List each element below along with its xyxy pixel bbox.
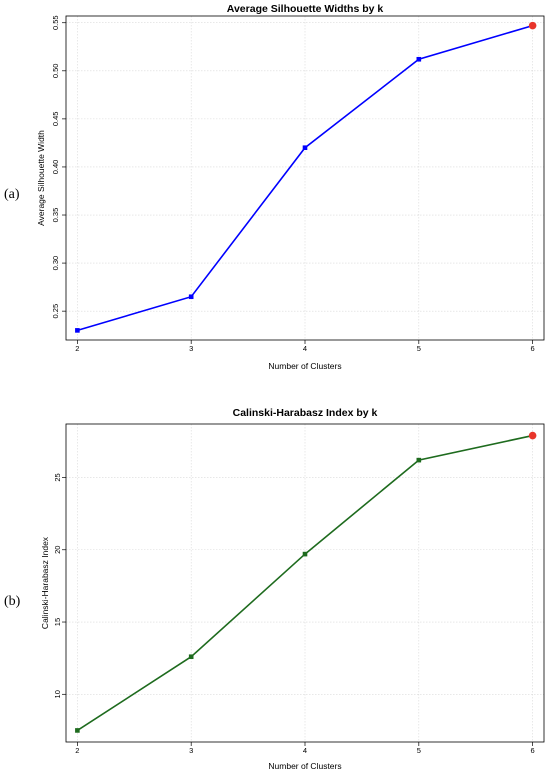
data-point: [188, 654, 194, 660]
y-tick-label: 15: [53, 618, 62, 626]
x-axis-label: Number of Clusters: [268, 761, 341, 771]
data-point: [302, 145, 308, 151]
y-tick-label: 0.30: [51, 256, 60, 271]
x-tick-label: 6: [531, 746, 535, 755]
data-point: [75, 728, 80, 733]
x-tick-label: 3: [189, 344, 193, 353]
chart-panel-b: 2 3 4 5 6 10 15 20 25 Calinski-Harabasz Index by …: [4, 407, 545, 771]
data-point: [188, 294, 194, 300]
chart-title: Calinski-Harabasz Index by k: [233, 407, 378, 419]
x-axis-label: Number of Clusters: [268, 361, 341, 371]
y-axis-label: Calinski-Harabasz Index: [40, 536, 50, 629]
x-tick-label: 3: [189, 746, 193, 755]
y-tick-label: 20: [53, 546, 62, 554]
y-tick-label: 0.25: [51, 304, 60, 319]
x-tick-label: 5: [417, 746, 421, 755]
panel-label: (b): [4, 594, 21, 609]
y-axis-label: Average Silhouette Width: [36, 130, 46, 226]
y-tick-label: 0.35: [51, 208, 60, 223]
x-tick-label: 5: [417, 344, 421, 353]
data-point: [416, 56, 422, 62]
y-tick-label: 0.50: [51, 63, 60, 78]
y-tick-label: 25: [53, 473, 62, 481]
y-tick-label: 0.55: [51, 15, 60, 30]
chart-title: Average Silhouette Widths by k: [227, 3, 384, 15]
x-tick-label: 2: [75, 746, 79, 755]
y-tick-label: 0.45: [51, 112, 60, 127]
y-tick-label: 0.40: [51, 160, 60, 175]
y-tick-label: 10: [53, 690, 62, 698]
x-tick-label: 4: [303, 344, 307, 353]
x-tick-label: 4: [303, 746, 307, 755]
data-point: [75, 328, 80, 333]
best-k-marker: [528, 21, 537, 30]
data-point: [416, 457, 422, 463]
best-k-marker: [528, 431, 537, 440]
x-tick-label: 6: [531, 344, 535, 353]
data-point: [302, 551, 308, 557]
x-tick-label: 2: [75, 344, 79, 353]
panel-label: (a): [4, 187, 20, 202]
chart-panel-a: 2 3 4 5 6 0.25 0.30 0.35 0.40 0.45 0.50 0.55 Average…: [4, 3, 545, 371]
